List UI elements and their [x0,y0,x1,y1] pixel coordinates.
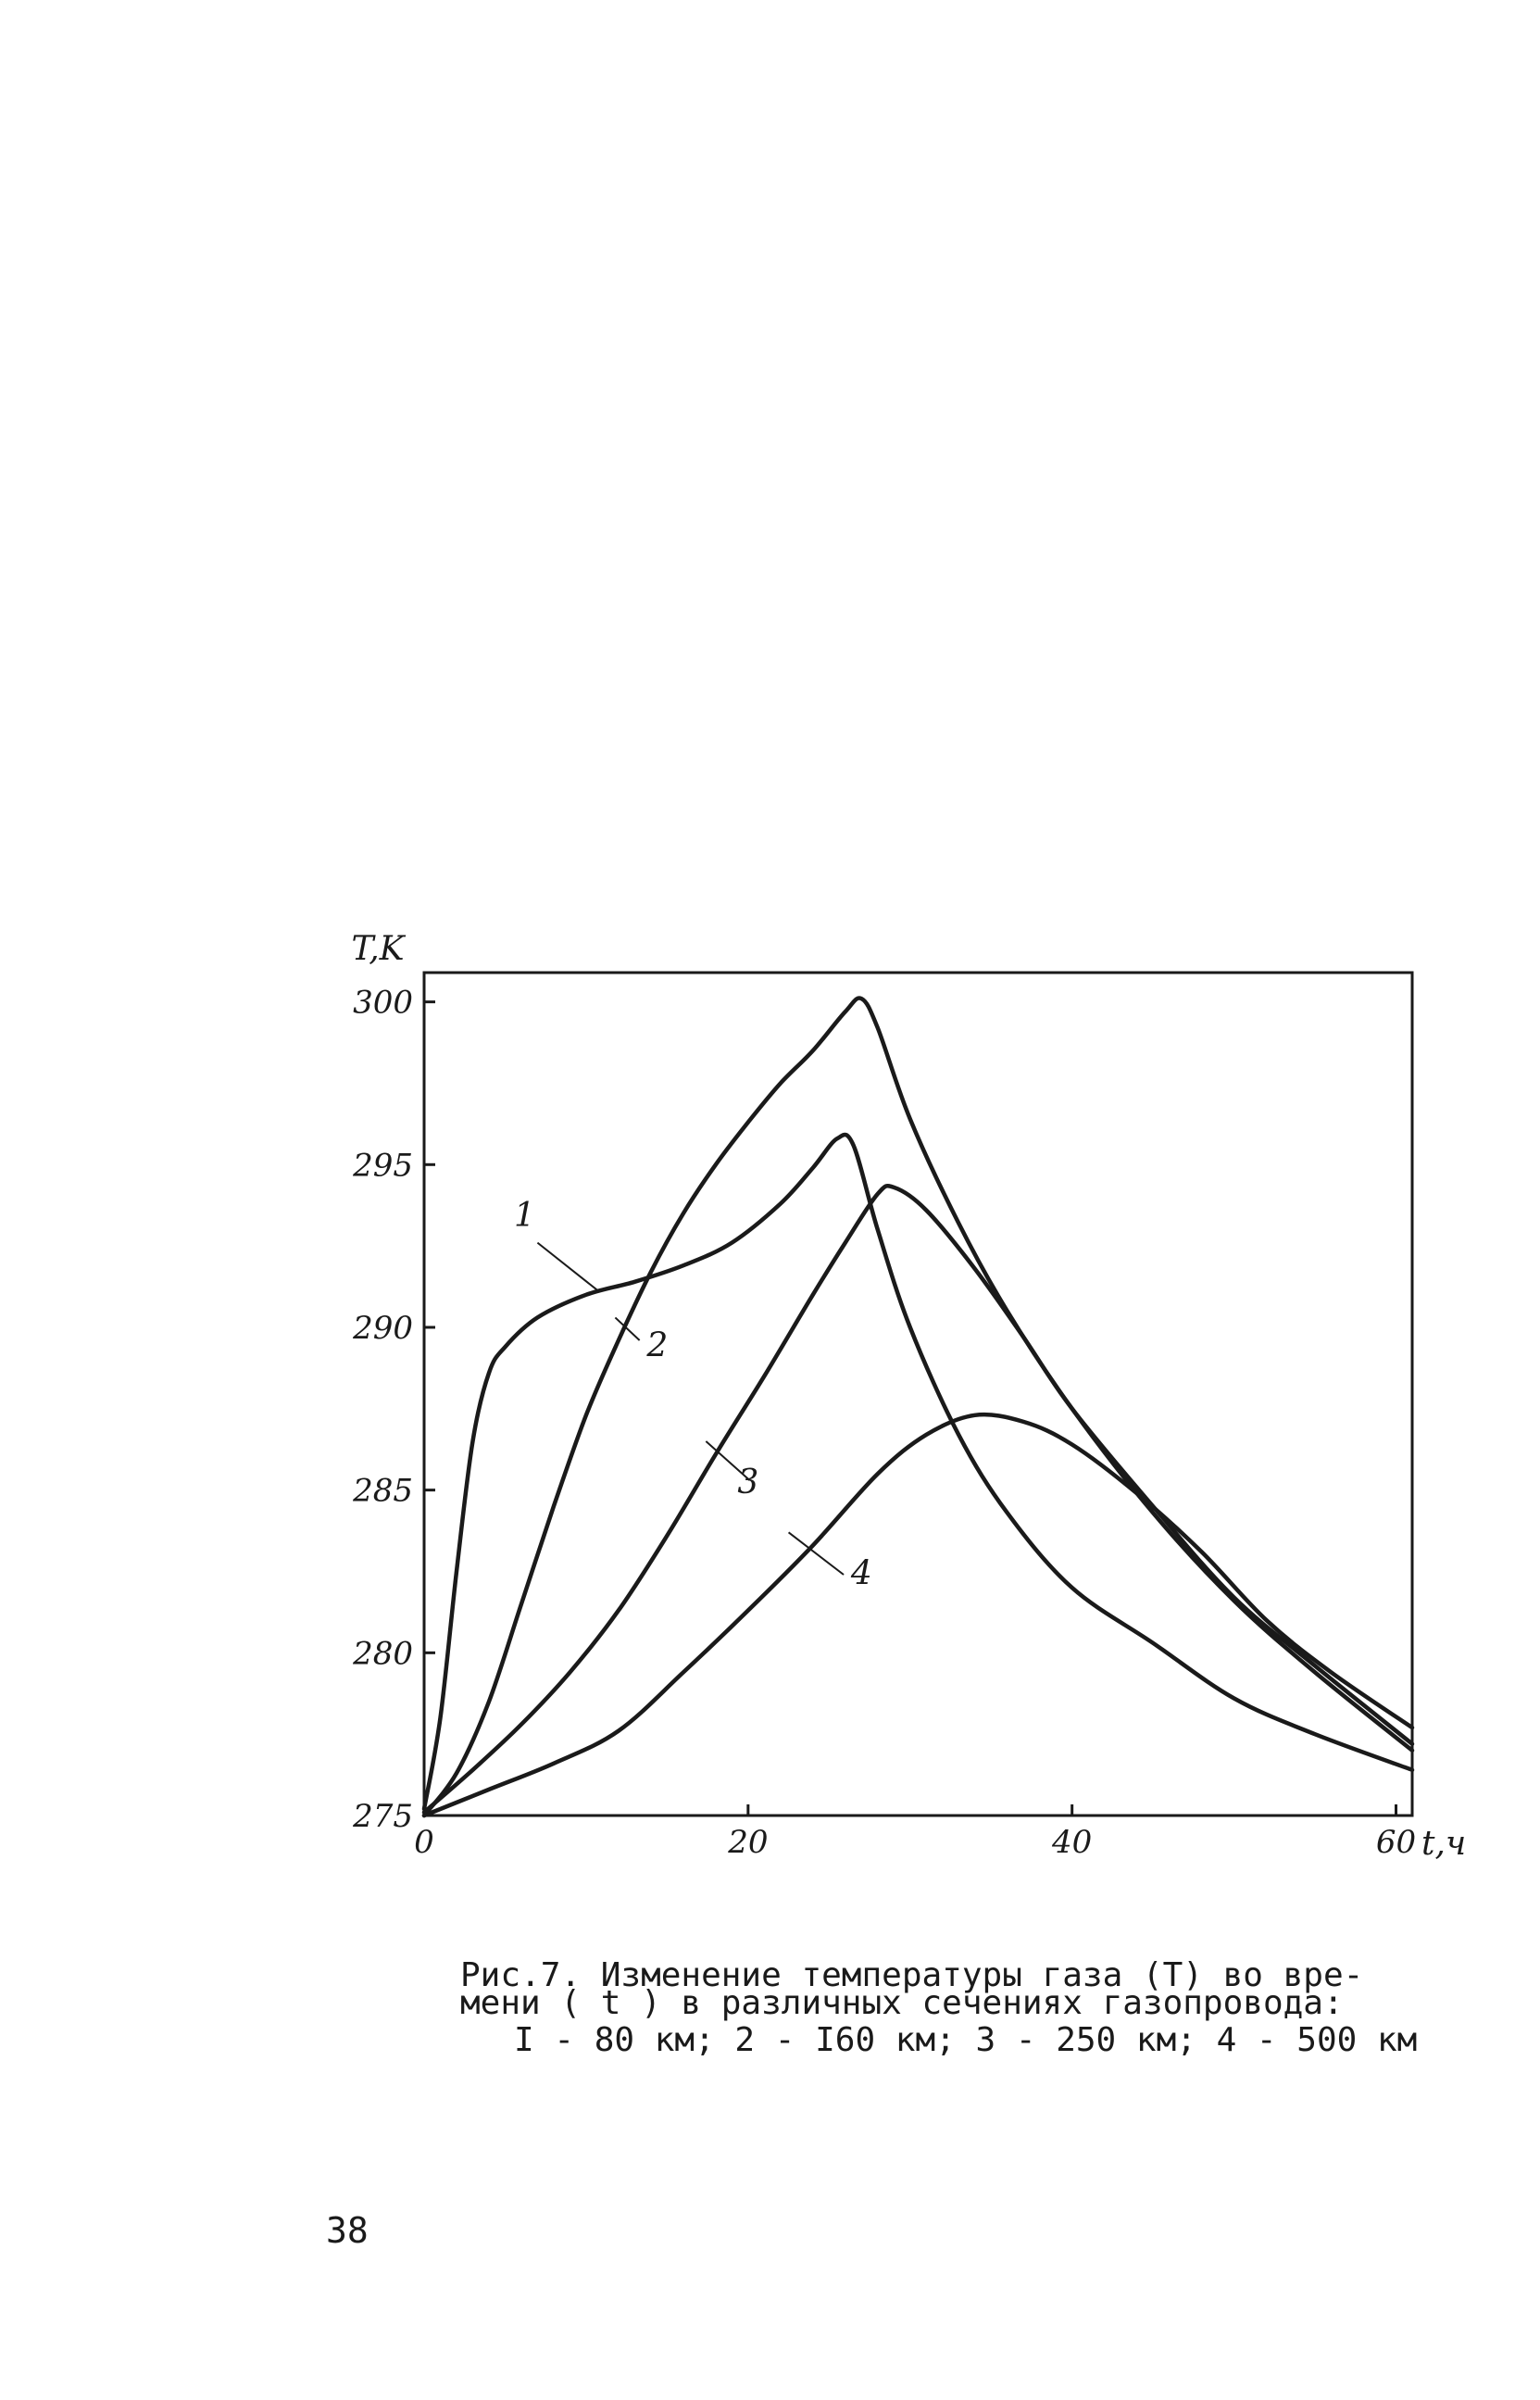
curve-3-leader [705,1440,751,1481]
caption-line-3: I - 80 км; 2 - I60 км; 3 - 250 км; 4 - 5… [514,2021,1418,2059]
figure-caption: Рис.7. Изменение температуры газа (Т) во… [460,1956,1479,2059]
x-tick-label: 20 [727,1824,768,1861]
plot-frame [422,971,1414,1817]
curve-4 [421,1412,1415,1818]
x-tick-label: 60 [1376,1824,1416,1861]
y-tick-label: 300 [353,985,413,1022]
page-number: 38 [326,2210,369,2251]
curve-1 [421,1132,1415,1812]
y-tick-label: 275 [352,1798,413,1835]
x-tick-label: 0 [414,1824,434,1861]
curve-3-label: 3 [737,1464,758,1502]
curve-1-leader [536,1241,600,1293]
curve-4-leader [787,1531,845,1576]
curve-4-label: 4 [850,1555,872,1593]
curve-2-leader [614,1316,641,1341]
curve-2 [421,996,1415,1818]
caption-line-2: мени ( t ) в различных сечениях газопров… [460,1984,1344,2022]
curve-2-label: 2 [645,1327,668,1365]
y-tick-label: 285 [352,1473,413,1510]
y-tick-label: 280 [352,1635,413,1672]
y-axis-title: T,K [351,930,406,968]
y-tick-label: 295 [352,1147,413,1184]
y-tick-label: 290 [352,1310,413,1347]
x-tick-label: 40 [1051,1824,1092,1861]
curve-3 [421,1183,1415,1815]
curve-1-label: 1 [514,1197,535,1235]
x-axis-title: t,ч [1421,1825,1466,1863]
caption-line-1: Рис.7. Изменение температуры газа (Т) во… [460,1956,1364,1994]
